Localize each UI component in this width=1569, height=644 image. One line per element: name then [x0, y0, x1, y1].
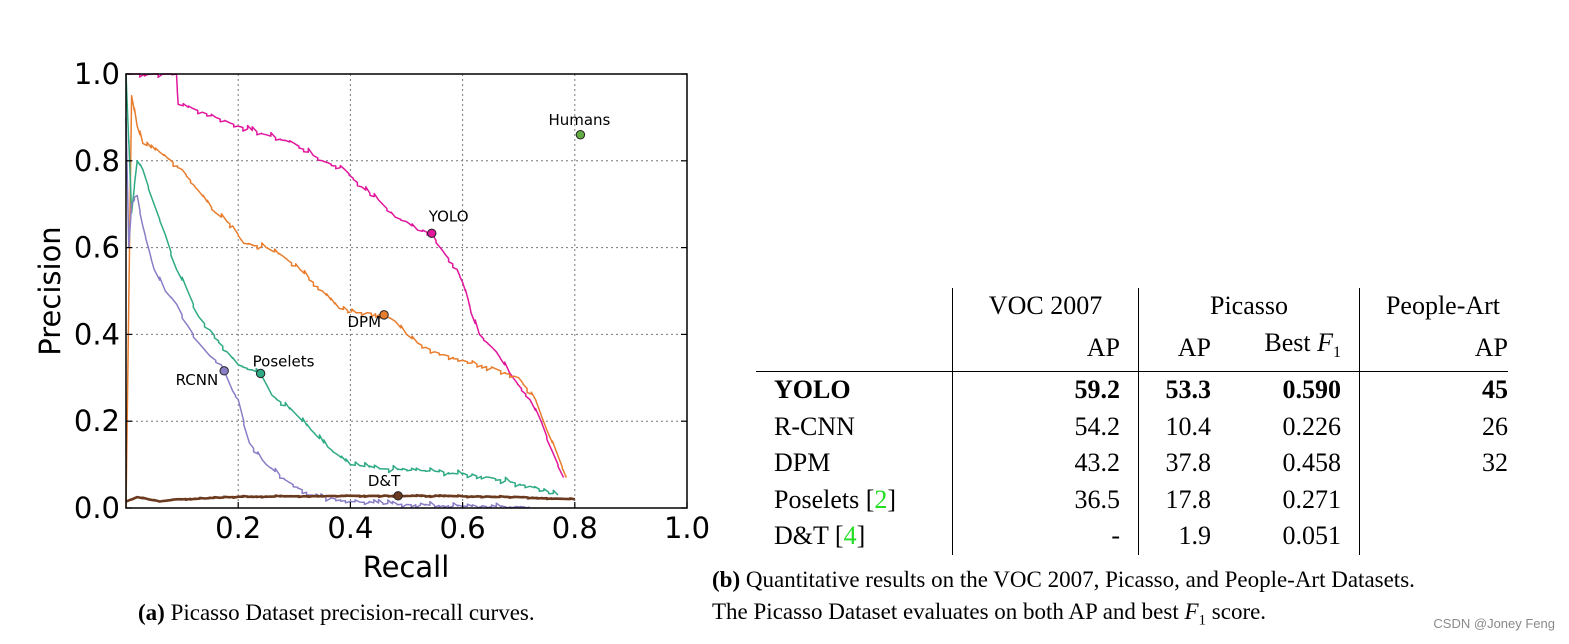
- series-line-rcnn: [125, 117, 531, 509]
- table-row: D&T [4] -1.9 0.051: [756, 518, 1508, 555]
- row-method: DPM: [756, 445, 953, 482]
- series-line-yolo: [126, 73, 565, 478]
- row-people-ap: 45: [1359, 371, 1508, 409]
- plot-frame: [125, 73, 688, 509]
- row-picasso-ap: 53.3: [1138, 371, 1211, 409]
- x-tick-label: 0.8: [552, 511, 598, 545]
- caption-b-line1: (b) Quantitative results on the VOC 2007…: [712, 567, 1415, 593]
- row-method: D&T [4]: [774, 521, 866, 551]
- chart-series: [125, 73, 576, 509]
- row-people-ap: 32: [1359, 445, 1508, 482]
- table-sub-header: AP AP Best F1 AP: [756, 324, 1508, 373]
- header-people-art: People-Art: [1359, 288, 1508, 325]
- row-people-ap: 26: [1359, 408, 1508, 446]
- row-method: Poselets [2]: [774, 484, 897, 514]
- caption-b-line2: The Picasso Dataset evaluates on both AP…: [712, 599, 1266, 630]
- method-name: YOLO: [774, 375, 851, 405]
- chart-grid: [126, 74, 687, 508]
- y-tick-label: 0.6: [74, 231, 120, 265]
- point-dpm: [379, 310, 389, 320]
- point-label-poselets: Poselets: [253, 352, 315, 370]
- point-rcnn: [219, 366, 229, 376]
- row-picasso-f1: 0.051: [1282, 521, 1342, 551]
- subheader-voc-ap: AP: [952, 324, 1139, 373]
- caption-b-tag: (b): [712, 567, 741, 592]
- row-voc-ap: 59.2: [952, 371, 1139, 409]
- caption-b-line2-pre: The Picasso Dataset evaluates on both AP…: [712, 599, 1185, 624]
- table-row: YOLO 59.2 53.3 0.590 45: [756, 371, 1508, 409]
- y-tick-label: 0.4: [74, 317, 120, 351]
- subheader-picasso-ap: AP: [1138, 324, 1211, 373]
- method-name: DPM: [774, 448, 831, 478]
- point-poselets: [255, 368, 266, 379]
- point-humans: [575, 130, 586, 140]
- point-label-dpm: DPM: [348, 313, 382, 331]
- y-tick-label: 0.2: [74, 404, 120, 438]
- header-voc2007: VOC 2007: [952, 288, 1139, 325]
- caption-a-tag: (a): [138, 600, 165, 625]
- row-voc-ap: -: [952, 518, 1139, 555]
- y-axis-label: Precision: [33, 226, 67, 355]
- subheader-best-f1: Best F1: [1211, 324, 1360, 373]
- y-tick-label: 0.8: [74, 144, 120, 178]
- series-line-dt: [125, 493, 576, 503]
- chart-points: Humans YOLO DPM Poselets RCNN D&T: [176, 111, 611, 501]
- caption-a: (a) Picasso Dataset precision-recall cur…: [138, 600, 535, 626]
- point-dt: [393, 491, 403, 501]
- x-tick-label: 0.4: [327, 511, 373, 545]
- point-label-rcnn: RCNN: [176, 371, 219, 389]
- caption-a-text: Picasso Dataset precision-recall curves.: [164, 600, 535, 625]
- x-tick-label: 0.2: [215, 511, 261, 545]
- axis-ticks: 0.2 0.4 0.6 0.8 1.0 0.0 0.2 0.4 0.6 0.8 1.0: [74, 57, 710, 545]
- row-picasso-f1: 0.458: [1282, 448, 1342, 478]
- results-table: VOC 2007 Picasso People-Art AP AP Best F…: [756, 288, 1508, 555]
- table-row: Poselets [2] 36.5 17.8 0.271: [756, 481, 1508, 519]
- header-picasso: Picasso: [1138, 288, 1360, 325]
- method-name: Poselets: [774, 484, 860, 514]
- row-method: R-CNN: [756, 409, 953, 446]
- x-axis-label: Recall: [363, 550, 450, 584]
- table-row: DPM 43.2 37.8 0.458 32: [756, 445, 1508, 482]
- row-picasso-f1: 0.226: [1282, 411, 1342, 441]
- row-picasso-ap: 1.9: [1138, 518, 1211, 555]
- table-group-header: VOC 2007 Picasso People-Art: [756, 288, 1508, 325]
- row-voc-ap: 36.5: [952, 481, 1139, 519]
- y-tick-label: 0.0: [74, 491, 120, 525]
- point-label-yolo: YOLO: [428, 207, 469, 225]
- subheader-people-ap: AP: [1359, 324, 1508, 373]
- x-tick-label: 1.0: [664, 511, 710, 545]
- row-method: YOLO: [756, 372, 953, 409]
- f1-subscript: 1: [1198, 612, 1207, 629]
- series-line-dpm: [125, 94, 568, 509]
- point-yolo: [427, 228, 437, 238]
- citation-link[interactable]: 4: [843, 521, 857, 551]
- table-row: R-CNN 54.2 10.4 0.226 26: [756, 408, 1508, 446]
- row-picasso-ap: 17.8: [1138, 481, 1211, 519]
- y-tick-label: 1.0: [74, 57, 120, 91]
- point-label-dt: D&T: [368, 472, 401, 490]
- caption-b-line1-text: Quantitative results on the VOC 2007, Pi…: [740, 567, 1415, 592]
- series-line-poselets: [125, 73, 559, 496]
- row-people-ap: [1359, 518, 1508, 555]
- f1-symbol: F: [1184, 599, 1199, 624]
- watermark: CSDN @Joney Feng: [1433, 616, 1555, 631]
- row-people-ap: [1359, 481, 1508, 519]
- row-picasso-f1: 0.590: [1282, 375, 1342, 405]
- row-picasso-f1: 0.271: [1282, 484, 1342, 514]
- row-voc-ap: 54.2: [952, 408, 1139, 446]
- row-picasso-ap: 10.4: [1138, 408, 1211, 446]
- x-tick-label: 0.6: [440, 511, 486, 545]
- citation-link[interactable]: 2: [874, 484, 888, 514]
- point-label-humans: Humans: [548, 111, 610, 129]
- row-voc-ap: 43.2: [952, 445, 1139, 482]
- row-picasso-ap: 37.8: [1138, 445, 1211, 482]
- method-name: D&T: [774, 521, 829, 551]
- method-name: R-CNN: [774, 411, 855, 441]
- caption-b-line2-post: score.: [1206, 599, 1267, 624]
